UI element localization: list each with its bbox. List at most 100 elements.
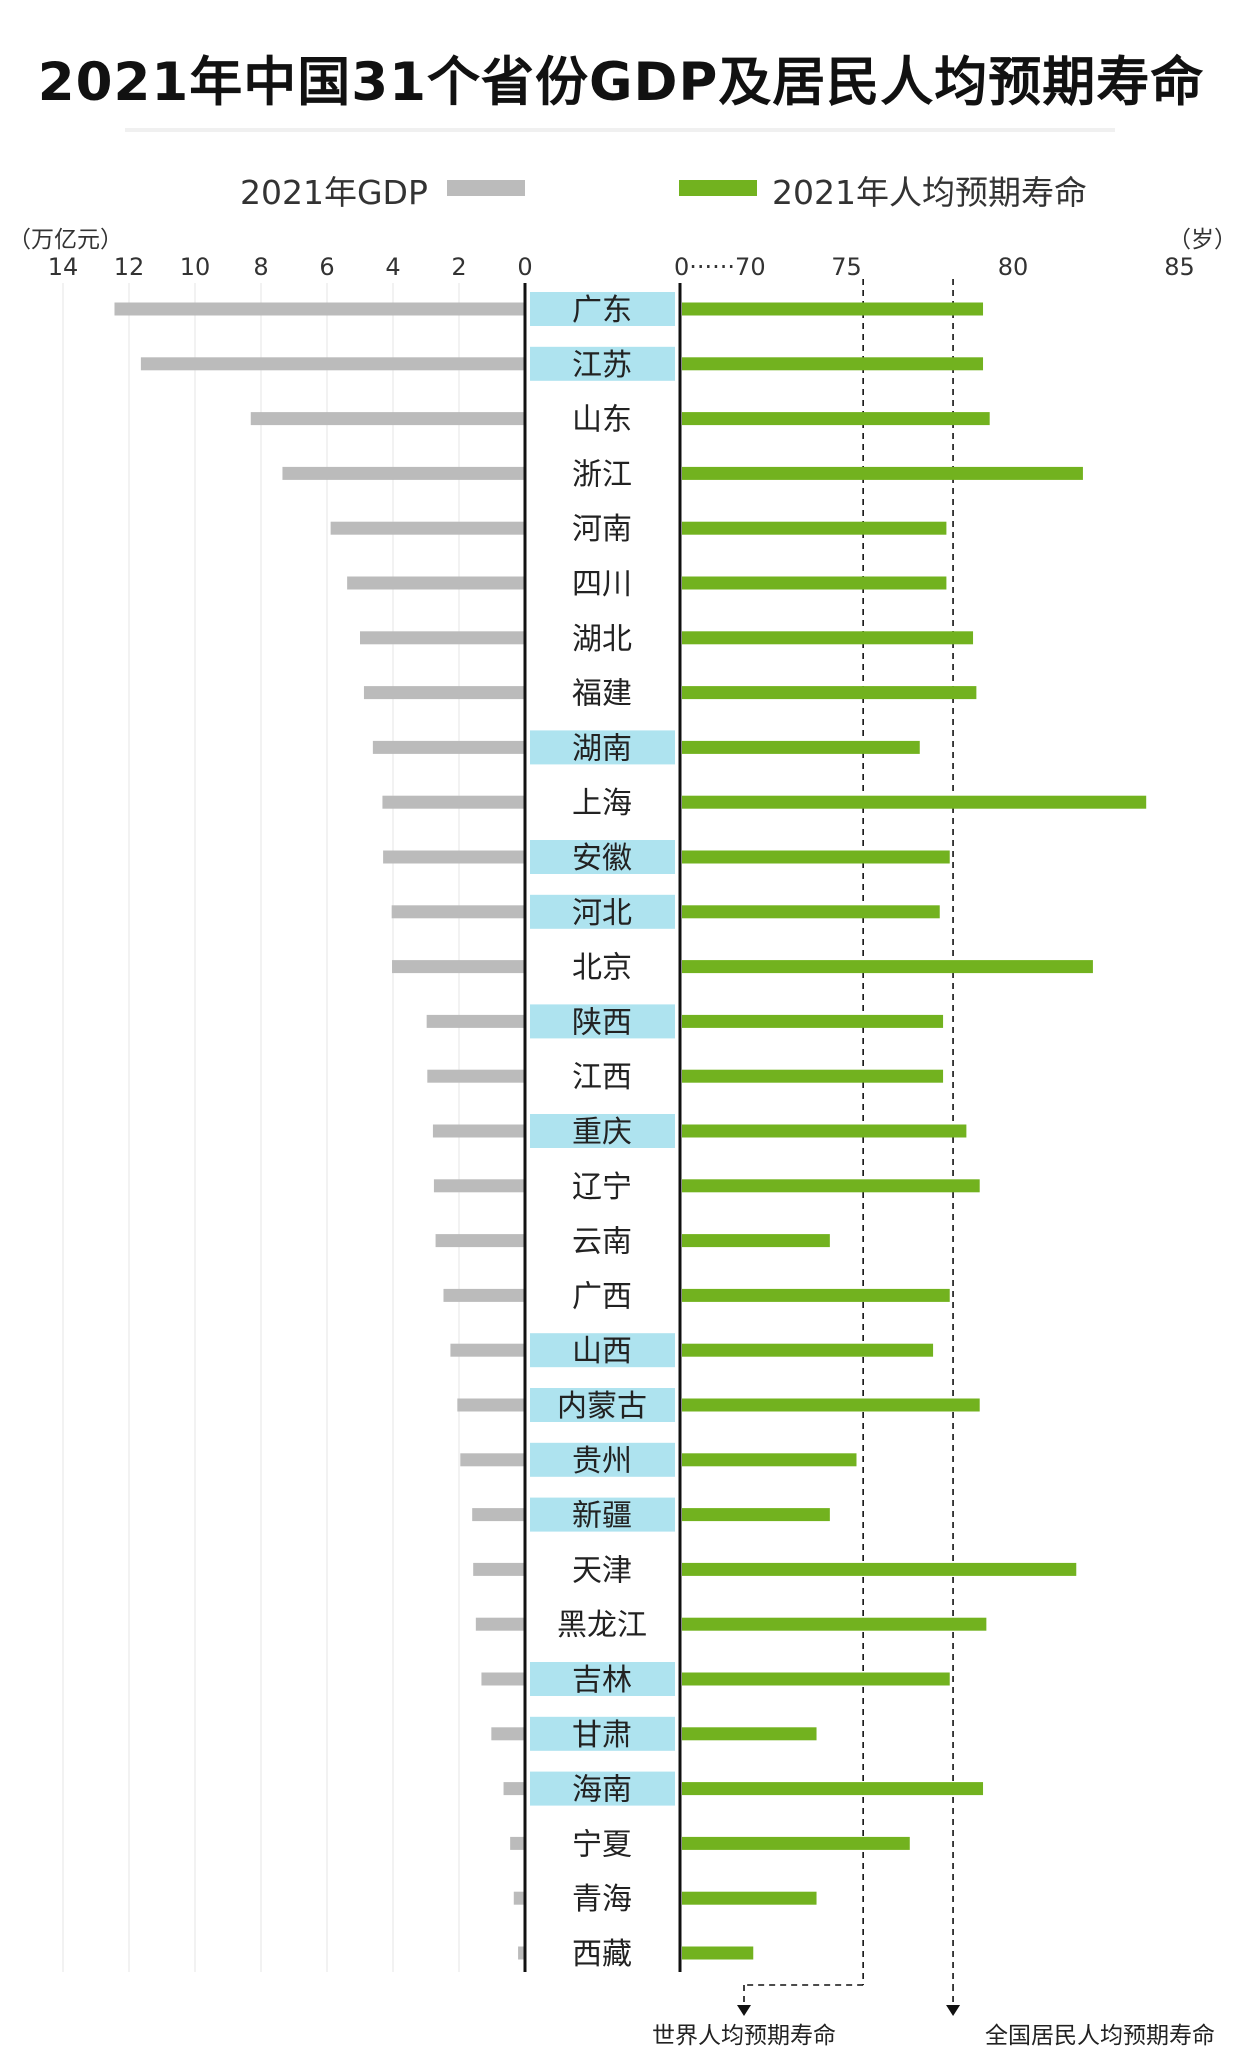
gdp-bar	[503, 1782, 525, 1796]
life-bar	[682, 1014, 944, 1028]
gdp-bar	[391, 905, 525, 919]
gdp-bar	[347, 576, 525, 590]
life-bar	[682, 302, 984, 316]
province-highlight	[530, 1388, 675, 1422]
gdp-bar	[433, 1179, 525, 1193]
life-bar	[682, 1288, 950, 1302]
gdp-bar	[518, 1946, 525, 1960]
life-unit-label: （岁）	[1168, 227, 1237, 253]
province-highlight	[530, 1716, 675, 1751]
province-label: 甘肃	[572, 1718, 632, 1753]
life-bar	[682, 1398, 980, 1412]
province-label: 山东	[572, 403, 632, 438]
gdp-tick-label: 4	[385, 253, 400, 281]
gdp-tick-label: 10	[180, 253, 211, 281]
province-label: 辽宁	[572, 1170, 632, 1205]
province-label: 黑龙江	[557, 1608, 647, 1643]
life-bar	[682, 1562, 1077, 1576]
life-bar	[682, 1453, 857, 1467]
province-label: 云南	[572, 1225, 632, 1260]
title-divider	[125, 128, 1115, 132]
gdp-bar	[250, 412, 525, 426]
life-bar	[682, 1672, 950, 1686]
province-label: 贵州	[572, 1444, 632, 1479]
province-label: 河南	[572, 512, 632, 547]
life-bar	[682, 1234, 830, 1248]
gdp-bar	[363, 686, 525, 700]
life-bar	[682, 1782, 984, 1796]
life-bar	[682, 686, 977, 700]
life-bar	[682, 1946, 754, 1960]
province-label: 浙江	[572, 457, 632, 492]
gdp-tick-label: 2	[451, 253, 466, 281]
province-label: 西藏	[572, 1937, 632, 1972]
province-highlight	[530, 292, 675, 326]
province-highlight	[530, 346, 675, 381]
province-highlight	[530, 1333, 675, 1368]
gdp-bar	[372, 740, 525, 754]
gdp-bar	[475, 1617, 525, 1631]
province-highlight	[530, 730, 675, 765]
province-label: 内蒙古	[557, 1389, 647, 1424]
life-bar	[682, 466, 1083, 480]
province-highlight	[530, 840, 675, 874]
province-label: 湖南	[572, 731, 632, 766]
gdp-tick-label: 0	[517, 253, 532, 281]
reference-label: 全国居民人均预期寿命	[985, 2023, 1215, 2049]
reference-arrow	[737, 2005, 751, 2016]
reference-arrow	[946, 2005, 961, 2016]
province-label: 海南	[572, 1773, 632, 1808]
life-bar	[682, 1179, 980, 1193]
gdp-bar	[472, 1508, 525, 1522]
chart-title: 2021年中国31个省份GDP及居民人均预期寿命	[37, 52, 1205, 113]
province-label: 河北	[572, 896, 632, 931]
gdp-bar	[435, 1234, 525, 1248]
life-bar	[682, 850, 950, 864]
life-bar	[682, 521, 947, 535]
life-bar	[682, 905, 940, 919]
life-bar	[682, 1836, 910, 1850]
province-label: 青海	[572, 1882, 632, 1917]
province-label: 吉林	[572, 1663, 632, 1698]
gdp-bar	[460, 1453, 525, 1467]
gdp-bar	[140, 357, 525, 371]
life-tick-label: 85	[1164, 253, 1195, 281]
gdp-bar	[491, 1727, 525, 1741]
gdp-bar	[114, 302, 525, 316]
gdp-bar	[457, 1398, 525, 1412]
gdp-bar	[360, 631, 525, 645]
life-bar	[682, 795, 1147, 809]
life-bar	[682, 576, 947, 590]
life-bar	[682, 412, 990, 426]
province-label: 重庆	[572, 1115, 632, 1150]
province-highlight	[530, 894, 675, 929]
province-highlight	[530, 1497, 675, 1532]
province-label: 广东	[572, 293, 632, 328]
province-label: 北京	[572, 951, 632, 986]
province-label: 广西	[572, 1279, 632, 1314]
gdp-bar	[481, 1672, 525, 1686]
legend-gdp-swatch	[447, 180, 525, 196]
life-bar	[682, 357, 984, 371]
province-label: 上海	[572, 786, 632, 821]
province-label: 陕西	[572, 1005, 632, 1040]
province-label: 福建	[572, 677, 632, 712]
legend-life-label: 2021年人均预期寿命	[772, 173, 1087, 212]
gdp-bar	[392, 960, 525, 974]
life-bar	[682, 1124, 967, 1138]
gdp-bar	[426, 1014, 525, 1028]
life-bar	[682, 960, 1093, 974]
gdp-unit-label: （万亿元）	[8, 227, 123, 253]
life-bar	[682, 1891, 817, 1905]
gdp-bar	[383, 850, 525, 864]
life-bar	[682, 631, 974, 645]
province-label: 山西	[572, 1334, 632, 1369]
life-tick-label: 80	[998, 253, 1029, 281]
legend-life-swatch	[679, 180, 757, 196]
gdp-bar	[427, 1069, 525, 1083]
gdp-bar	[510, 1836, 525, 1850]
gdp-bar	[443, 1288, 525, 1302]
gdp-bar	[432, 1124, 525, 1138]
gdp-tick-label: 14	[48, 253, 79, 281]
gdp-tick-label: 6	[319, 253, 334, 281]
